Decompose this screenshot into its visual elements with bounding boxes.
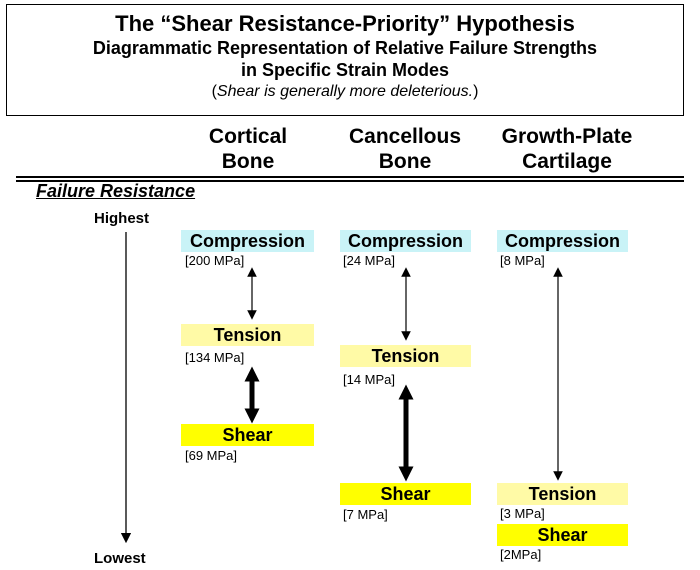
cortical-tension-box: Tension	[181, 324, 314, 346]
growth-plate-tension-value: [3 MPa]	[500, 506, 545, 521]
title-box: The “Shear Resistance-Priority” Hypothes…	[6, 4, 684, 116]
header-rule-bottom	[16, 180, 684, 182]
growth-plate-shear-value: [2MPa]	[500, 547, 542, 562]
column-header-growth-plate: Growth-Plate Cartilage	[501, 125, 633, 173]
cancellous-tension-value: [14 MPa]	[343, 372, 396, 387]
cortical-compression-box: Compression	[181, 230, 314, 252]
cortical-tension-value: [134 MPa]	[185, 350, 245, 365]
cortical-shear-value: [69 MPa]	[185, 448, 238, 463]
axis-highest: Highest	[94, 210, 150, 227]
growth-plate-compression-value: [8 MPa]	[500, 253, 545, 268]
cancellous-compression-value: [24 MPa]	[343, 253, 396, 268]
axis-lowest: Lowest	[94, 550, 146, 567]
cancellous-tension-box: Tension	[340, 345, 471, 367]
axis-label: Failure Resistance	[36, 181, 196, 201]
title-note: (Shear is generally more deleterious.)	[211, 83, 479, 100]
cancellous-shear-value: [7 MPa]	[343, 507, 388, 522]
header-rule-top	[16, 176, 684, 178]
column-header-cancellous: Cancellous Bone	[348, 125, 462, 173]
cancellous-compression-box: Compression	[340, 230, 471, 252]
cancellous-shear-box: Shear	[340, 483, 471, 505]
growth-plate-tension-box: Tension	[497, 483, 628, 505]
subtitle-line-2: in Specific Strain Modes	[240, 60, 450, 80]
title: The “Shear Resistance-Priority” Hypothes…	[115, 11, 575, 36]
growth-plate-compression-box: Compression	[497, 230, 628, 252]
cortical-shear-box: Shear	[181, 424, 314, 446]
growth-plate-shear-box: Shear	[497, 524, 628, 546]
subtitle-line-1: Diagrammatic Representation of Relative …	[92, 38, 598, 58]
column-header-cortical: Cortical Bone	[208, 125, 288, 173]
title-note-text: Shear is generally more deleterious.	[216, 83, 474, 100]
cortical-compression-value: [200 MPa]	[185, 253, 245, 268]
